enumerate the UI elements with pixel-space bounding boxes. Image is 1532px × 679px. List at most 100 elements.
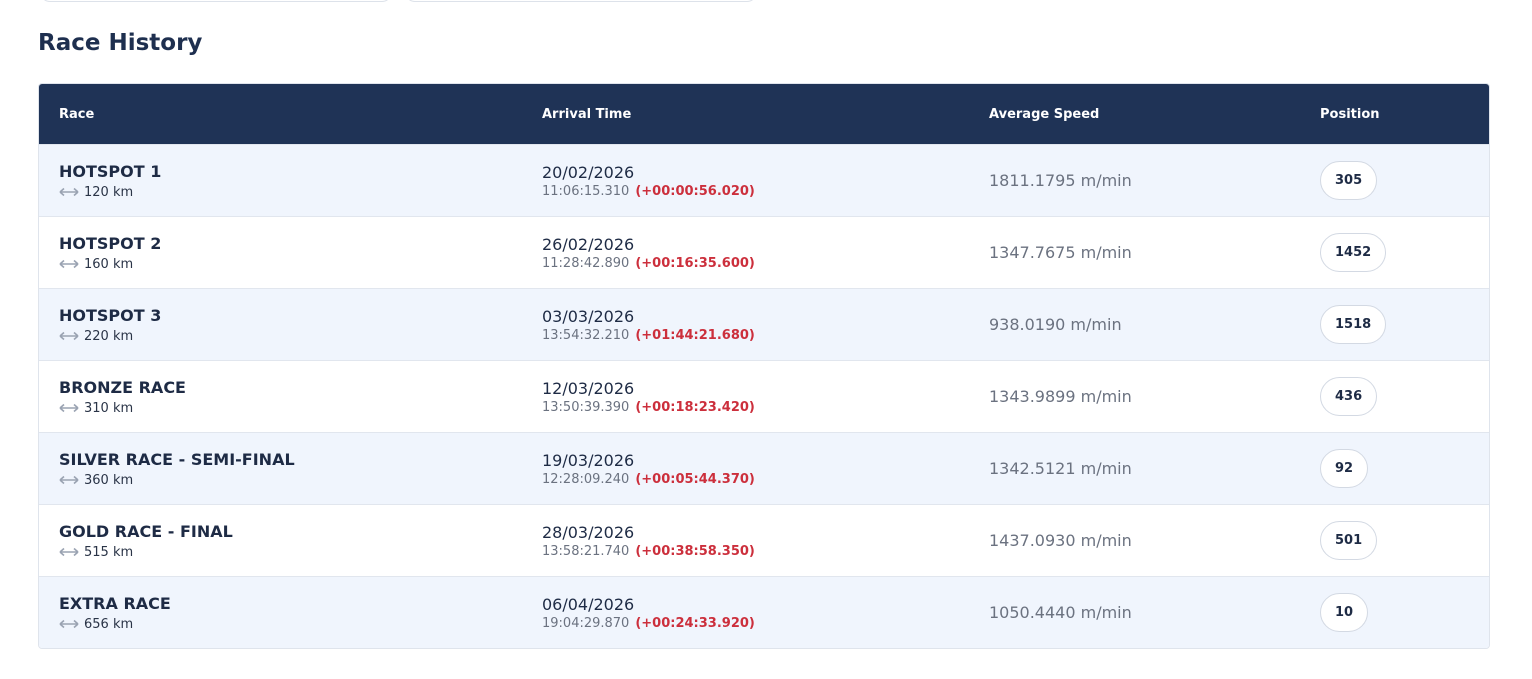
position-wrap: 92 — [1320, 449, 1369, 488]
position-cell: 1452 — [1320, 217, 1387, 288]
distance-icon — [59, 259, 79, 269]
arrival-time-line: 13:54:32.210 (+01:44:21.680) — [542, 328, 755, 343]
time-gap: (+00:18:23.420) — [635, 399, 755, 415]
time-gap: (+00:24:33.920) — [635, 615, 755, 631]
arrival-time: 11:28:42.890 — [542, 255, 630, 271]
position-badge: 501 — [1320, 521, 1378, 560]
race-distance: 160 km — [59, 257, 161, 272]
column-header: Position — [1320, 106, 1380, 122]
table-row: HOTSPOT 3 220 km 03/03/2026 13:54:32.210 (+0… — [39, 288, 1489, 360]
race-cell: HOTSPOT 1 120 km — [59, 145, 161, 216]
arrival-date: 28/03/2026 — [542, 522, 635, 542]
arrival-time: 13:58:21.740 — [542, 543, 630, 559]
position-wrap: 436 — [1320, 377, 1378, 416]
distance-text: 220 km — [84, 328, 134, 344]
time-gap: (+01:44:21.680) — [635, 327, 755, 343]
table-row: BRONZE RACE 310 km 12/03/2026 13:50:39.390 (… — [39, 360, 1489, 432]
race-table: Race Arrival Time Average Speed Position… — [38, 83, 1490, 649]
race-name: HOTSPOT 2 — [59, 233, 162, 253]
table-header: Race Arrival Time Average Speed Position — [39, 84, 1489, 144]
arrival-cell: 19/03/2026 12:28:09.240 (+00:05:44.370) — [542, 433, 755, 504]
race-name: GOLD RACE - FINAL — [59, 521, 233, 541]
race-name: BRONZE RACE — [59, 377, 186, 397]
filter-button[interactable] — [405, 0, 757, 2]
table-row: SILVER RACE - SEMI-FINAL 360 km 19/03/2026… — [39, 432, 1489, 504]
position-badge: 1518 — [1320, 305, 1387, 344]
distance-icon — [59, 475, 79, 485]
average-speed: 1347.7675 m/min — [989, 243, 1132, 262]
arrival-date: 12/03/2026 — [542, 378, 635, 398]
position-cell: 1518 — [1320, 289, 1387, 360]
position-badge: 92 — [1320, 449, 1369, 488]
arrival-cell: 12/03/2026 13:50:39.390 (+00:18:23.420) — [542, 361, 755, 432]
position-wrap: 501 — [1320, 521, 1378, 560]
speed-cell: 938.0190 m/min — [989, 289, 1122, 360]
table-row: HOTSPOT 2 160 km 26/02/2026 11:28:42.890 (+0… — [39, 216, 1489, 288]
position-badge: 305 — [1320, 161, 1378, 200]
table-row: EXTRA RACE 656 km 06/04/2026 19:04:29.870 (+… — [39, 576, 1489, 648]
position-badge: 436 — [1320, 377, 1378, 416]
arrival-time: 12:28:09.240 — [542, 471, 630, 487]
race-cell: BRONZE RACE 310 km — [59, 361, 186, 432]
arrival-time: 13:50:39.390 — [542, 399, 630, 415]
arrival-date: 06/04/2026 — [542, 594, 635, 614]
arrival-time-line: 13:50:39.390 (+00:18:23.420) — [542, 400, 755, 415]
race-distance: 360 km — [59, 473, 295, 488]
arrival-time-line: 11:06:15.310 (+00:00:56.020) — [542, 184, 755, 199]
average-speed: 1342.5121 m/min — [989, 459, 1132, 478]
time-gap: (+00:00:56.020) — [635, 183, 755, 199]
speed-cell: 1050.4440 m/min — [989, 577, 1132, 648]
position-wrap: 10 — [1320, 593, 1369, 632]
arrival-time-line: 11:28:42.890 (+00:16:35.600) — [542, 256, 755, 271]
race-distance: 656 km — [59, 617, 171, 632]
race-name: EXTRA RACE — [59, 593, 171, 613]
arrival-time: 13:54:32.210 — [542, 327, 630, 343]
arrival-date: 20/02/2026 — [542, 162, 635, 182]
distance-text: 515 km — [84, 544, 134, 560]
average-speed: 1811.1795 m/min — [989, 171, 1132, 190]
arrival-date: 03/03/2026 — [542, 306, 635, 326]
position-cell: 305 — [1320, 145, 1378, 216]
distance-text: 120 km — [84, 184, 134, 200]
race-name: SILVER RACE - SEMI-FINAL — [59, 449, 295, 469]
arrival-cell: 28/03/2026 13:58:21.740 (+00:38:58.350) — [542, 505, 755, 576]
position-wrap: 1518 — [1320, 305, 1387, 344]
table-row: GOLD RACE - FINAL 515 km 28/03/2026 13:58:2… — [39, 504, 1489, 576]
filter-button[interactable] — [40, 0, 392, 2]
race-cell: HOTSPOT 3 220 km — [59, 289, 161, 360]
average-speed: 938.0190 m/min — [989, 315, 1122, 334]
position-badge: 1452 — [1320, 233, 1387, 272]
position-cell: 92 — [1320, 433, 1369, 504]
race-name: HOTSPOT 1 — [59, 161, 162, 181]
arrival-date: 19/03/2026 — [542, 450, 635, 470]
speed-cell: 1437.0930 m/min — [989, 505, 1132, 576]
arrival-time: 19:04:29.870 — [542, 615, 630, 631]
time-gap: (+00:38:58.350) — [635, 543, 755, 559]
distance-icon — [59, 403, 79, 413]
speed-cell: 1811.1795 m/min — [989, 145, 1132, 216]
average-speed: 1343.9899 m/min — [989, 387, 1132, 406]
race-distance: 515 km — [59, 545, 233, 560]
arrival-cell: 03/03/2026 13:54:32.210 (+01:44:21.680) — [542, 289, 755, 360]
race-name: HOTSPOT 3 — [59, 305, 162, 325]
race-cell: GOLD RACE - FINAL 515 km — [59, 505, 233, 576]
distance-icon — [59, 187, 79, 197]
arrival-date: 26/02/2026 — [542, 234, 635, 254]
race-distance: 120 km — [59, 185, 161, 200]
arrival-time-line: 19:04:29.870 (+00:24:33.920) — [542, 616, 755, 631]
time-gap: (+00:16:35.600) — [635, 255, 755, 271]
arrival-time-line: 13:58:21.740 (+00:38:58.350) — [542, 544, 755, 559]
position-cell: 10 — [1320, 577, 1369, 648]
speed-cell: 1343.9899 m/min — [989, 361, 1132, 432]
column-header: Race — [59, 106, 95, 122]
distance-icon — [59, 619, 79, 629]
speed-cell: 1342.5121 m/min — [989, 433, 1132, 504]
average-speed: 1050.4440 m/min — [989, 603, 1132, 622]
distance-text: 310 km — [84, 400, 134, 416]
race-distance: 310 km — [59, 401, 186, 416]
section-title: Race History — [38, 30, 203, 56]
distance-text: 360 km — [84, 472, 134, 488]
arrival-cell: 06/04/2026 19:04:29.870 (+00:24:33.920) — [542, 577, 755, 648]
time-gap: (+00:05:44.370) — [635, 471, 755, 487]
